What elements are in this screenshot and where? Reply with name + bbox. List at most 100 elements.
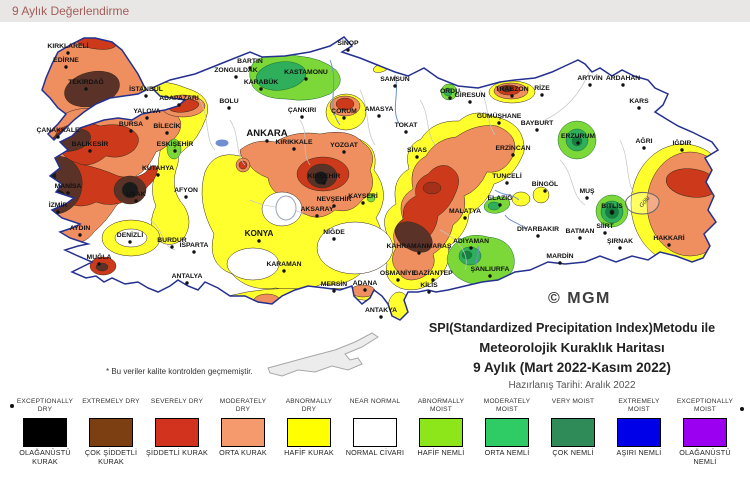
- legend-label-en: EXTREMELY DRY: [82, 398, 140, 405]
- legend-swatch-moderately-dry: [221, 418, 265, 447]
- city-label: BAYBURT: [521, 120, 554, 127]
- legend-label-en: MODERATELY MOIST: [483, 398, 531, 413]
- city-label: KARS: [629, 98, 649, 105]
- city-label: KIRKLARELİ: [47, 42, 88, 50]
- city-label: KIRŞEHİR: [308, 172, 341, 180]
- city-dot: [78, 233, 82, 237]
- city-dot: [585, 196, 589, 200]
- map-title-block: SPI(Standardized Precipitation Index)Met…: [398, 319, 746, 394]
- city-dot: [84, 87, 88, 91]
- city-dot: [468, 100, 472, 104]
- mgm-copyright: © MGM: [548, 290, 611, 307]
- legend-swatch-very-moist: [551, 418, 595, 447]
- city-dot: [377, 114, 381, 118]
- city-dot: [404, 130, 408, 134]
- legend-label-tr: ŞİDDETLİ KURAK: [146, 448, 208, 457]
- city-label: AMASYA: [365, 106, 394, 113]
- city-dot: [145, 116, 149, 120]
- city-dot: [56, 210, 60, 214]
- city-dot: [300, 115, 304, 119]
- tab-9-aylik-degerlendirme[interactable]: 9 Aylık Değerlendirme: [12, 4, 130, 18]
- legend-label-en: SEVERELY DRY: [150, 398, 204, 405]
- city-label: EDİRNE: [53, 56, 79, 64]
- city-dot: [603, 231, 607, 235]
- city-label: BATMAN: [566, 228, 595, 235]
- city-dot: [448, 96, 452, 100]
- city-dot: [511, 153, 515, 157]
- city-dot: [610, 211, 614, 215]
- city-label: BARTIN: [237, 58, 263, 65]
- city-dot: [396, 278, 400, 282]
- map-title-date: Hazırlanış Tarihi: Aralık 2022: [508, 380, 636, 392]
- legend-label-tr: HAFİF NEMLİ: [417, 448, 465, 457]
- legend-label-tr: ÇOK NEMLİ: [552, 448, 594, 457]
- city-dot: [578, 236, 582, 240]
- legend-item-moderately-dry: MODERATELY DRY ORTA KURAK: [212, 398, 274, 466]
- city-label: NİĞDE: [323, 227, 345, 236]
- legend-label-en: ABNORMALLY MOIST: [417, 398, 465, 413]
- city-dot: [322, 181, 326, 185]
- city-dot: [265, 139, 269, 143]
- legend-label-en: EXCEPTIONALLY MOIST: [676, 398, 734, 413]
- legend-label-en: EXCEPTIONALLY DRY: [16, 398, 74, 413]
- city-dot: [498, 203, 502, 207]
- city-dot: [618, 246, 622, 250]
- legend-bullet-left: [10, 404, 14, 408]
- legend-swatch-moderately-moist: [485, 418, 529, 447]
- city-label: KİLİS: [420, 281, 438, 289]
- city-dot: [56, 135, 60, 139]
- city-label: MARDİN: [546, 252, 573, 260]
- city-label: ORDU: [440, 88, 460, 95]
- city-dot: [156, 173, 160, 177]
- city-dot: [393, 84, 397, 88]
- city-label: ELAZIĞ: [488, 193, 513, 202]
- city-label: ŞANLIURFA: [471, 266, 510, 273]
- city-label: BİTLİS: [601, 202, 623, 210]
- city-dot: [144, 94, 148, 98]
- legend-item-exceptionally-dry: EXCEPTIONALLY DRY OLAĞANÜSTÜ KURAK: [14, 398, 76, 466]
- city-dot: [417, 251, 421, 255]
- city-label: ÇANAKKALE: [36, 127, 80, 134]
- legend-swatch-near-normal: [353, 418, 397, 447]
- legend: EXCEPTIONALLY DRY OLAĞANÜSTÜ KURAK EXTREME…: [14, 398, 736, 466]
- legend-item-moderately-moist: MODERATELY MOIST ORTA NEMLİ: [476, 398, 538, 466]
- city-dot: [667, 243, 671, 247]
- legend-label-tr: ÇOK ŞİDDETLİ KURAK: [84, 448, 138, 466]
- legend-swatch-abnormally-moist: [419, 418, 463, 447]
- city-dot: [165, 131, 169, 135]
- city-dot: [315, 214, 319, 218]
- city-label: YALOVA: [133, 108, 160, 115]
- city-dot: [173, 149, 177, 153]
- city-dot: [505, 181, 509, 185]
- legend-item-near-normal: NEAR NORMAL NORMAL CİVARI: [344, 398, 406, 466]
- legend-item-very-moist: VERY MOIST ÇOK NEMLİ: [542, 398, 604, 466]
- city-label: GÜMÜŞHANE: [477, 111, 522, 120]
- legend-label-tr: NORMAL CİVARI: [345, 448, 405, 457]
- legend-item-extremely-moist: EXTREMELY MOIST AŞIRI NEMLİ: [608, 398, 670, 466]
- city-label: KARAMAN: [266, 261, 301, 268]
- legend-label-en: EXTREMELY MOIST: [618, 398, 660, 413]
- city-label: ANKARA: [246, 128, 287, 139]
- city-label: BOLU: [219, 98, 238, 105]
- city-label: ISPARTA: [180, 242, 209, 249]
- city-dot: [134, 199, 138, 203]
- city-label: KÜTAHYA: [142, 163, 174, 172]
- city-label: AKSARAY: [301, 206, 334, 213]
- city-label: GİRESUN: [455, 91, 486, 99]
- quality-footnote: * Bu veriler kalite kontrolden geçmemişt…: [106, 367, 253, 376]
- city-dot: [510, 94, 514, 98]
- city-dot: [185, 281, 189, 285]
- city-dot: [129, 129, 133, 133]
- city-dot: [227, 106, 231, 110]
- city-label: YOZGAT: [330, 142, 359, 149]
- city-labels: KIRKLARELİ EDİRNE TEKİRDAĞ İSTANBUL ADAPAZAR…: [36, 39, 692, 319]
- city-dot: [248, 66, 252, 70]
- legend-label-tr: OLAĞANÜSTÜ NEMLİ: [679, 448, 731, 466]
- city-dot: [379, 315, 383, 319]
- map-title-line2: Meteorolojik Kuraklık Haritası: [479, 339, 665, 355]
- city-label: BURSA: [119, 121, 143, 128]
- city-label: ÇANKIRI: [288, 107, 316, 114]
- city-label: BALIKESİR: [72, 140, 109, 148]
- city-label: ADIYAMAN: [453, 238, 489, 245]
- city-dot: [535, 128, 539, 132]
